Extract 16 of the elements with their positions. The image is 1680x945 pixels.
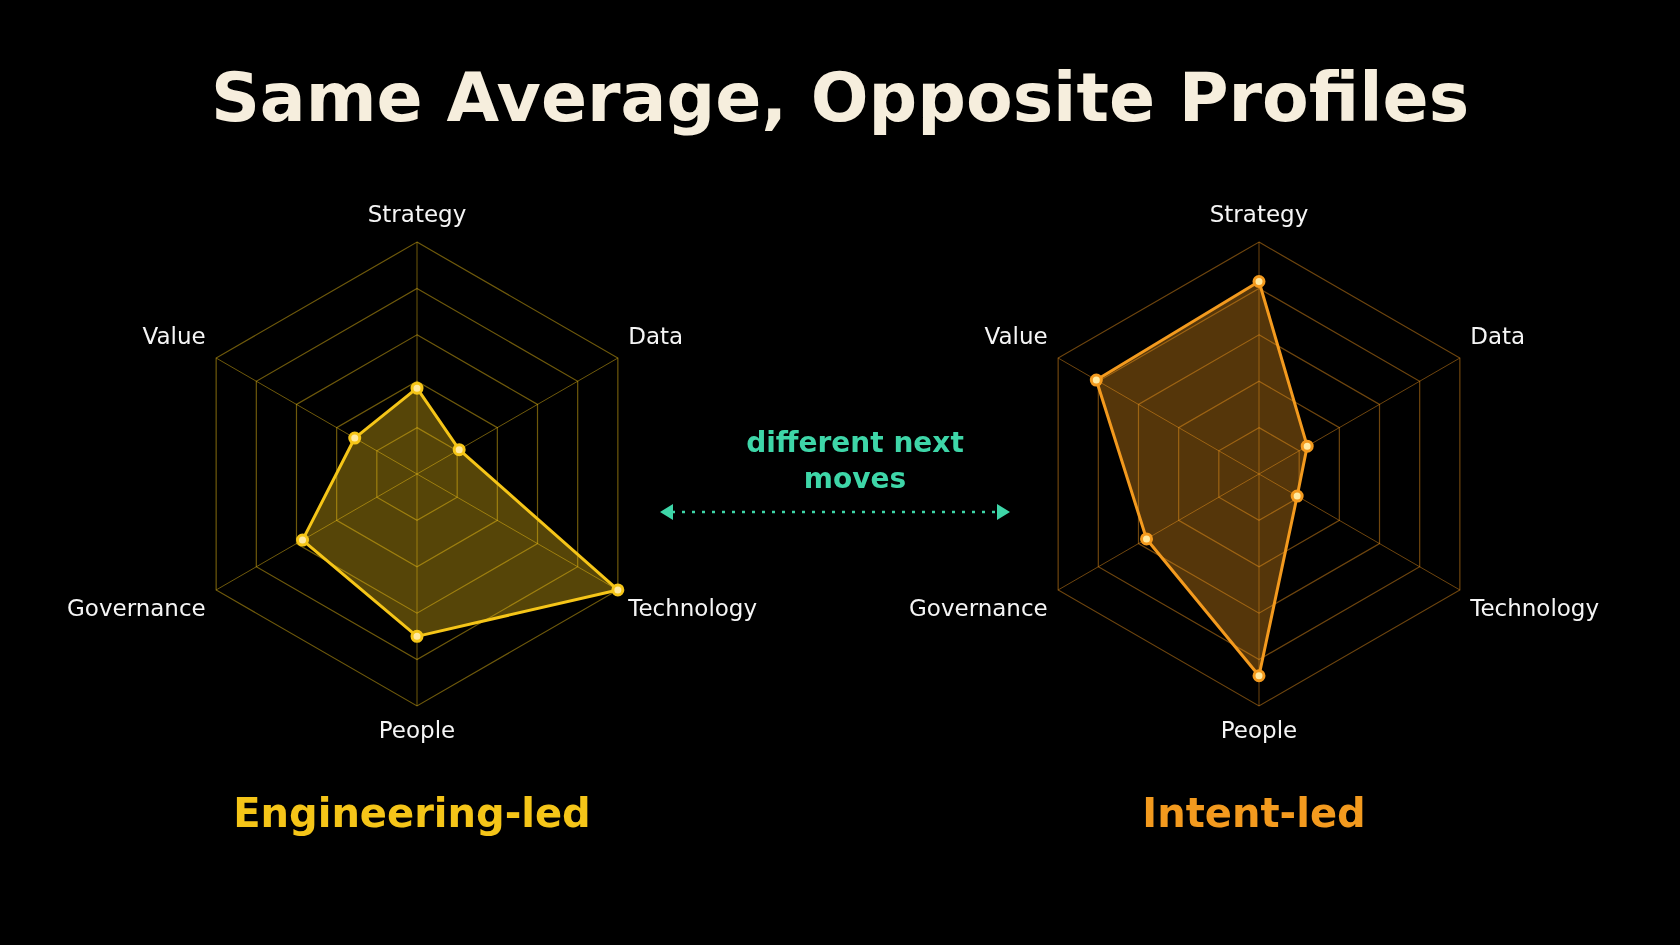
spoke-label: Data — [628, 323, 684, 350]
spoke-label: People — [378, 716, 456, 743]
spoke-label: Strategy — [367, 201, 467, 228]
spoke-label: Data — [1470, 323, 1526, 350]
text: Intent-led — [1141, 790, 1367, 836]
chart-title: Same Average, Opposite Profiles — [209, 58, 1471, 137]
spoke-label: Value — [142, 323, 206, 350]
text: different next moves — [745, 425, 965, 497]
spoke-label: Value — [984, 323, 1048, 350]
text: Engineering-led — [232, 790, 592, 836]
spoke-label: Technology — [1469, 594, 1600, 621]
spoke-label: Governance — [66, 594, 206, 621]
spoke-label: Strategy — [1209, 201, 1309, 228]
spoke-label: Governance — [908, 594, 1048, 621]
spoke-label: Technology — [627, 594, 758, 621]
spoke-label: People — [1220, 716, 1298, 743]
